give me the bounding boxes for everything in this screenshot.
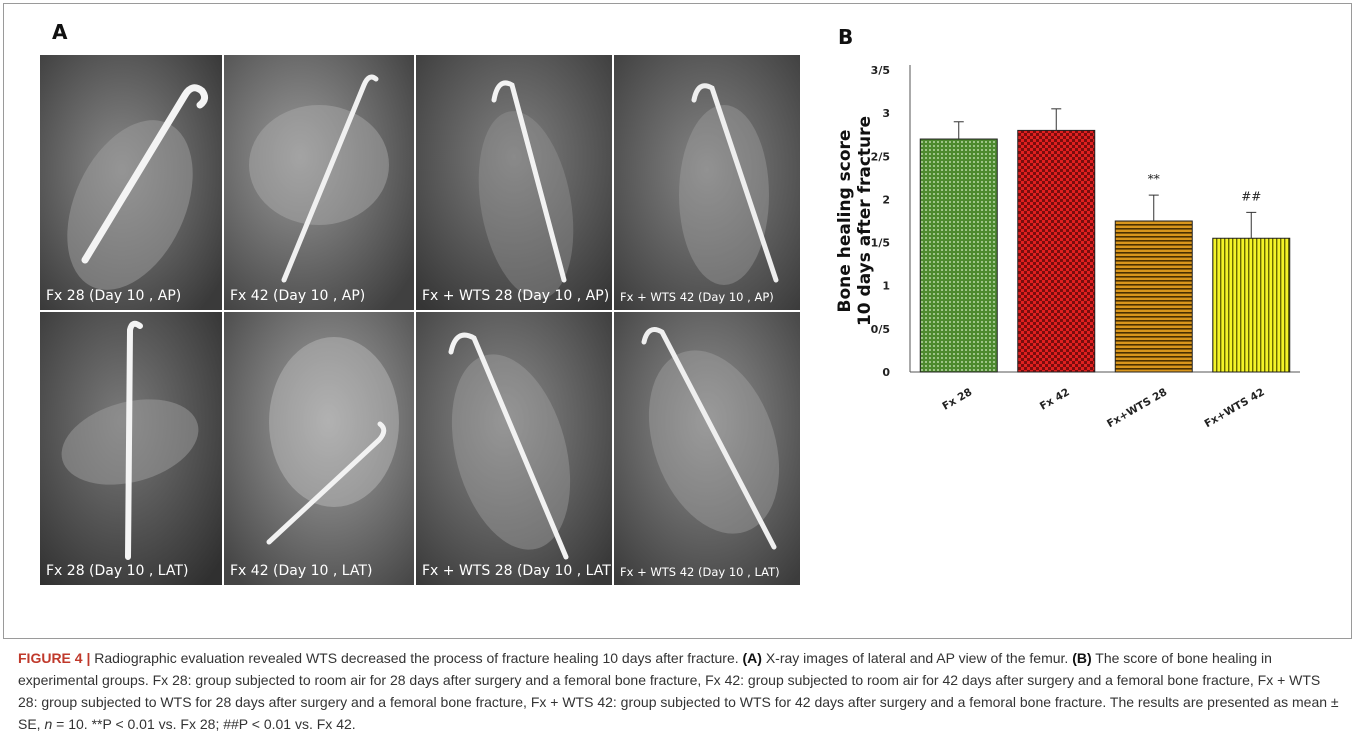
xray-label: Fx 42 (Day 10 , AP) bbox=[230, 288, 366, 304]
y-tick-label: 1 bbox=[882, 280, 890, 293]
y-tick-label: 3/5 bbox=[871, 64, 890, 77]
significance-label-3: ## bbox=[1241, 189, 1261, 203]
caption-n-value: = 10. **P < 0.01 vs. Fx 28; ##P < 0.01 v… bbox=[52, 716, 356, 732]
xray-label: Fx + WTS 42 (Day 10 , AP) bbox=[620, 290, 774, 304]
caption-intro: Radiographic evaluation revealed WTS dec… bbox=[90, 650, 743, 666]
xray-fx42-ap: Fx 42 (Day 10 , AP) bbox=[224, 55, 414, 310]
caption-a-label: (A) bbox=[742, 650, 762, 666]
y-tick-label: 2/5 bbox=[871, 150, 890, 163]
xray-label: Fx + WTS 42 (Day 10 , LAT) bbox=[620, 565, 780, 579]
figure-frame bbox=[3, 3, 1352, 639]
xray-label: Fx + WTS 28 (Day 10 , LAT) bbox=[422, 563, 612, 579]
bar-3 bbox=[1212, 237, 1291, 373]
y-tick-label: 0/5 bbox=[871, 323, 890, 336]
xray-fx28-ap: Fx 28 (Day 10 , AP) bbox=[40, 55, 222, 310]
y-tick-label: 2 bbox=[882, 193, 890, 206]
xray-fx28-lat: Fx 28 (Day 10 , LAT) bbox=[40, 312, 222, 585]
xray-fxwts42-lat: Fx + WTS 42 (Day 10 , LAT) bbox=[614, 312, 800, 585]
bar-1 bbox=[1017, 129, 1096, 373]
xray-fx42-lat: Fx 42 (Day 10 , LAT) bbox=[224, 312, 414, 585]
caption-a-text: X-ray images of lateral and AP view of t… bbox=[761, 650, 1073, 666]
x-tick-label-1: Fx 42 bbox=[1038, 386, 1072, 413]
x-tick-label-2: Fx+WTS 28 bbox=[1105, 386, 1169, 430]
xray-fxwts28-ap: Fx + WTS 28 (Day 10 , AP) bbox=[416, 55, 612, 310]
caption-b-label: (B) bbox=[1072, 650, 1092, 666]
caption-b-text: The score of bone healing in experimenta… bbox=[18, 650, 1339, 732]
y-axis-title-line1: Bone healing score bbox=[835, 130, 855, 313]
x-tick-label-0: Fx 28 bbox=[940, 386, 974, 413]
xray-fxwts28-lat: Fx + WTS 28 (Day 10 , LAT) bbox=[416, 312, 612, 585]
y-tick-label: 1/5 bbox=[871, 237, 890, 250]
chart-bars bbox=[919, 108, 1291, 373]
x-tick-label-3: Fx+WTS 42 bbox=[1202, 386, 1266, 430]
panel-a-label: A bbox=[52, 20, 68, 44]
significance-label-2: ** bbox=[1148, 172, 1160, 186]
bar-2 bbox=[1114, 220, 1193, 373]
y-tick-label: 0 bbox=[882, 366, 890, 379]
xray-fxwts42-ap: Fx + WTS 42 (Day 10 , AP) bbox=[614, 55, 800, 310]
y-tick-label: 3 bbox=[882, 107, 890, 120]
xray-label: Fx 28 (Day 10 , LAT) bbox=[46, 563, 189, 579]
y-axis-title-line2: 10 days after fracture bbox=[855, 116, 875, 326]
panel-b-label: B bbox=[838, 25, 854, 49]
bar-0 bbox=[919, 138, 998, 373]
xray-label: Fx 28 (Day 10 , AP) bbox=[46, 288, 182, 304]
xray-label: Fx + WTS 28 (Day 10 , AP) bbox=[422, 288, 610, 304]
xray-label: Fx 42 (Day 10 , LAT) bbox=[230, 563, 373, 579]
bone-healing-bar-chart: 0 0/5 1 1/5 2 2/5 3 3/5 Bone healing score 10 day… bbox=[835, 64, 1300, 430]
caption-figure-label: FIGURE 4 | bbox=[18, 650, 91, 666]
xray-image-grid: Fx 28 (Day 10 , AP) Fx 42 (Day 10 , AP) … bbox=[40, 55, 800, 585]
figure-caption: FIGURE 4 | Radiographic evaluation revea… bbox=[18, 647, 1343, 735]
caption-n: n bbox=[44, 716, 53, 732]
